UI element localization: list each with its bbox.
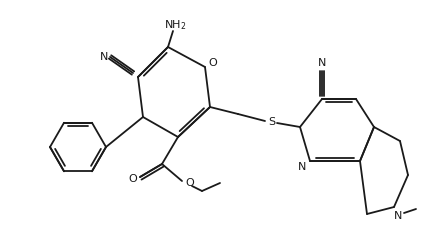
Text: N: N	[100, 52, 108, 62]
Text: N: N	[394, 210, 402, 220]
Text: NH$_2$: NH$_2$	[164, 18, 186, 32]
Text: S: S	[268, 116, 276, 126]
Text: N: N	[298, 161, 306, 171]
Text: N: N	[318, 58, 326, 68]
Text: O: O	[186, 177, 195, 187]
Text: O: O	[129, 173, 138, 183]
Text: O: O	[208, 58, 217, 68]
